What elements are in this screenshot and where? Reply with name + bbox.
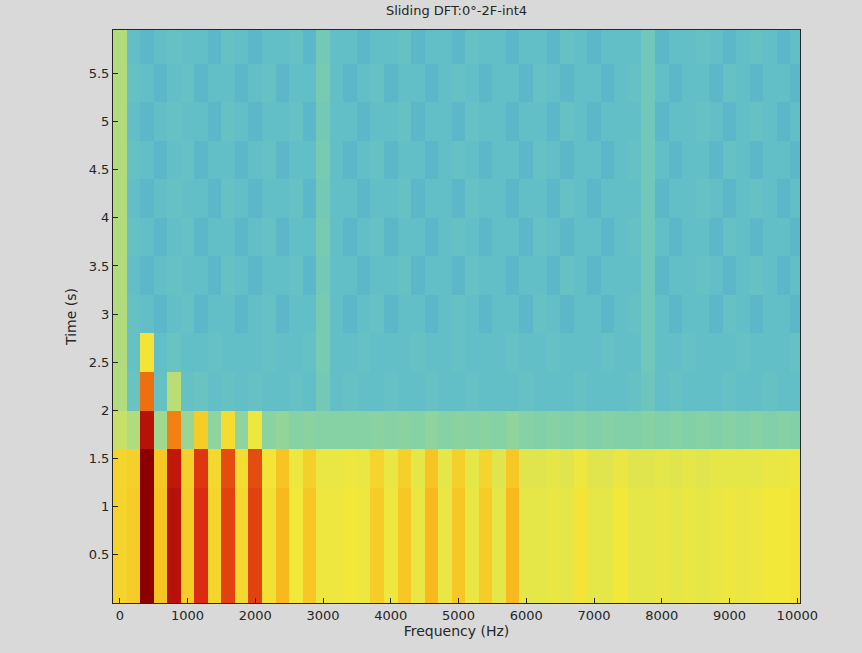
svg-text:5.5: 5.5	[89, 66, 110, 81]
svg-text:4000: 4000	[374, 608, 407, 623]
svg-text:7000: 7000	[577, 608, 610, 623]
svg-text:1.5: 1.5	[89, 451, 110, 466]
svg-text:1000: 1000	[171, 608, 204, 623]
svg-text:3: 3	[101, 307, 109, 322]
svg-text:0.5: 0.5	[89, 547, 110, 562]
svg-text:Time (s): Time (s)	[63, 288, 79, 346]
svg-text:Sliding DFT:0°-2F-int4: Sliding DFT:0°-2F-int4	[386, 3, 527, 18]
svg-text:5000: 5000	[442, 608, 475, 623]
svg-text:5: 5	[101, 114, 109, 129]
svg-text:2: 2	[101, 403, 109, 418]
svg-text:Frequency (Hz): Frequency (Hz)	[404, 623, 510, 639]
svg-text:6000: 6000	[510, 608, 543, 623]
svg-text:9000: 9000	[713, 608, 746, 623]
svg-text:2.5: 2.5	[89, 355, 110, 370]
svg-text:4: 4	[101, 210, 109, 225]
svg-text:1: 1	[101, 499, 109, 514]
svg-text:3.5: 3.5	[89, 258, 110, 273]
svg-text:8000: 8000	[645, 608, 678, 623]
svg-text:3000: 3000	[306, 608, 339, 623]
svg-text:10000: 10000	[777, 608, 818, 623]
svg-text:4.5: 4.5	[89, 162, 110, 177]
svg-text:0: 0	[116, 608, 124, 623]
svg-text:2000: 2000	[239, 608, 272, 623]
